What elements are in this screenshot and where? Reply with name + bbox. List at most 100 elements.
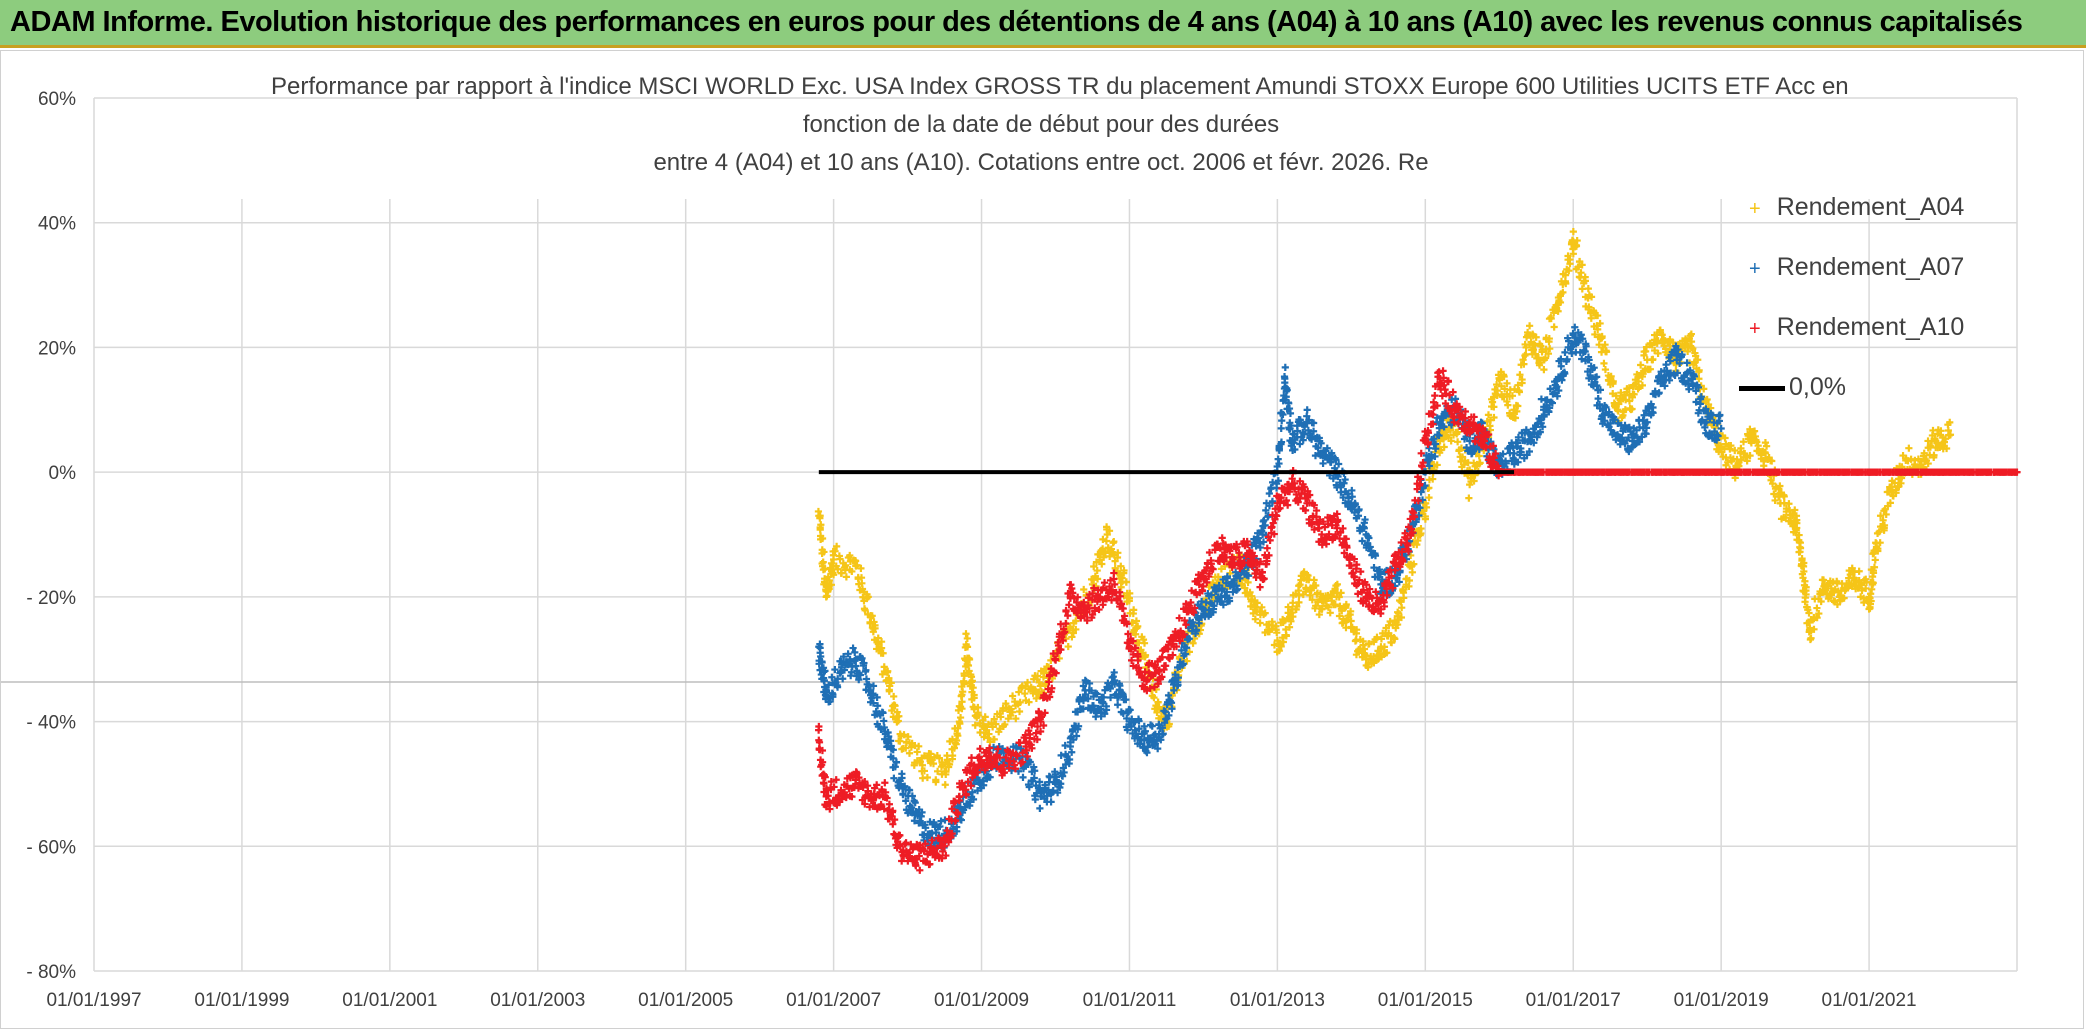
rendement-a04-point: [1251, 605, 1259, 613]
rendement-a04-point: [1924, 459, 1932, 468]
x-tick-label: 01/01/2003: [490, 990, 585, 1011]
rendement-a04-point: [1476, 459, 1484, 467]
rendement-a07-point: [1026, 758, 1034, 766]
rendement-a04-point: [905, 749, 914, 757]
rendement-a04-point: [904, 733, 912, 741]
rendement-a04-point: [1256, 619, 1264, 627]
rendement-a04-point: [1717, 443, 1725, 451]
rendement-a04-point: [1312, 581, 1320, 590]
rendement-a07-point: [1164, 691, 1173, 699]
rendement-a04-point: [1806, 624, 1814, 632]
rendement-a07-point: [1025, 783, 1033, 791]
rendement-a07-point: [869, 682, 878, 690]
rendement-a04-point: [1125, 597, 1133, 605]
rendement-a04-point: [1015, 707, 1024, 716]
rendement-a04-point: [1547, 313, 1555, 322]
rendement-a04-point: [1946, 418, 1954, 426]
rendement-a07-point: [936, 822, 944, 831]
rendement-a04-point: [999, 707, 1007, 715]
rendement-a04-point: [1331, 601, 1339, 609]
rendement-a04-point: [871, 624, 879, 633]
rendement-a07-point: [1084, 695, 1092, 703]
rendement-a04-point: [1117, 562, 1125, 570]
rendement-a04-point: [1569, 250, 1577, 258]
rendement-a04-point: [956, 703, 965, 711]
rendement-a04-point: [1746, 452, 1754, 460]
rendement-a07-point: [1332, 456, 1340, 464]
rendement-a04-point: [1475, 452, 1483, 460]
rendement-a04-point: [1599, 343, 1607, 352]
rendement-a04-point: [1122, 578, 1130, 586]
rendement-a04-point: [866, 611, 875, 620]
rendement-a07-point: [1319, 459, 1327, 468]
rendement-a07-point: [840, 653, 848, 661]
rendement-a07-point: [1101, 710, 1109, 718]
rendement-a04-point: [1761, 449, 1770, 458]
rendement-a04-point: [879, 649, 887, 657]
rendement-a07-point: [1451, 395, 1460, 403]
rendement-a07-point: [1269, 478, 1277, 486]
rendement-a04-point: [1590, 308, 1598, 316]
rendement-a07-point: [1254, 534, 1262, 542]
rendement-a04-point: [1531, 350, 1540, 358]
rendement-a04-point: [1258, 603, 1266, 611]
rendement-a07-point: [1181, 650, 1190, 658]
rendement-a07-point: [890, 774, 898, 782]
rendement-a04-point: [1440, 443, 1448, 451]
rendement-a04-point: [1537, 342, 1545, 350]
rendement-a04-point: [1429, 475, 1437, 483]
rendement-a07-point: [821, 667, 829, 675]
rendement-a04-point: [1638, 372, 1646, 381]
x-tick-label: 01/01/2001: [342, 990, 437, 1011]
rendement-a07-point: [1192, 627, 1200, 635]
chart-title-line-2: fonction de la date de début pour des du…: [802, 111, 1280, 138]
rendement-a04-point: [815, 512, 823, 520]
legend-item-zero: 0,0%: [1739, 373, 1846, 402]
rendement-a04-point: [1133, 624, 1141, 632]
rendement-a04-point: [1872, 543, 1881, 551]
rendement-a04-point: [1391, 635, 1399, 643]
rendement-a04-point: [1153, 708, 1161, 717]
rendement-a04-point: [1454, 438, 1462, 446]
rendement-a04-point: [1504, 401, 1512, 409]
rendement-a04-point: [970, 694, 978, 702]
rendement-a04-point: [913, 748, 921, 756]
rendement-a04-point: [1261, 609, 1269, 617]
rendement-a04-point: [1007, 705, 1015, 713]
legend-label-a07: Rendement_A07: [1776, 253, 1965, 281]
rendement-a04-point: [1514, 402, 1522, 410]
y-tick-label: 0%: [49, 463, 77, 484]
rendement-a04-point: [1545, 334, 1553, 343]
rendement-a04-point: [848, 567, 856, 576]
rendement-a04-point: [1627, 405, 1635, 414]
x-tick-label: 01/01/2019: [1674, 990, 1769, 1011]
rendement-a04-point: [1762, 442, 1771, 450]
rendement-a07-point: [1279, 410, 1287, 419]
rendement-a04-point: [1703, 395, 1711, 404]
rendement-a07-point: [937, 817, 945, 825]
rendement-a04-point: [885, 686, 893, 694]
y-tick-label: 60%: [38, 89, 76, 110]
rendement-a07-point: [1350, 508, 1359, 517]
rendement-a04-point: [923, 773, 931, 782]
rendement-a07-point: [1281, 363, 1289, 371]
rendement-a07-point: [899, 790, 907, 798]
rendement-a07-point: [1309, 427, 1318, 435]
rendement-a10-point: [1256, 583, 1264, 591]
rendement-a04-point: [1295, 598, 1303, 606]
rendement-a04-point: [1584, 285, 1592, 293]
rendement-a04-point: [1617, 389, 1625, 397]
chart-canvas: 60%40%20%0%- 20%- 40%- 60%- 80%01/01/199…: [1, 89, 2021, 1011]
rendement-a04-point: [1392, 624, 1400, 632]
x-tick-label: 01/01/2021: [1822, 990, 1917, 1011]
rendement-a07-point: [980, 781, 988, 789]
rendement-a07-point: [1074, 725, 1082, 733]
rendement-a04-point: [1066, 624, 1074, 632]
rendement-a04-point: [1785, 500, 1793, 508]
rendement-a07-point: [1035, 778, 1044, 786]
rendement-a10-point: [916, 866, 924, 874]
rendement-a04-point: [1695, 375, 1703, 383]
rendement-a04-point: [1689, 344, 1697, 353]
rendement-a04-point: [1721, 434, 1729, 442]
rendement-a04-point: [1289, 599, 1297, 607]
